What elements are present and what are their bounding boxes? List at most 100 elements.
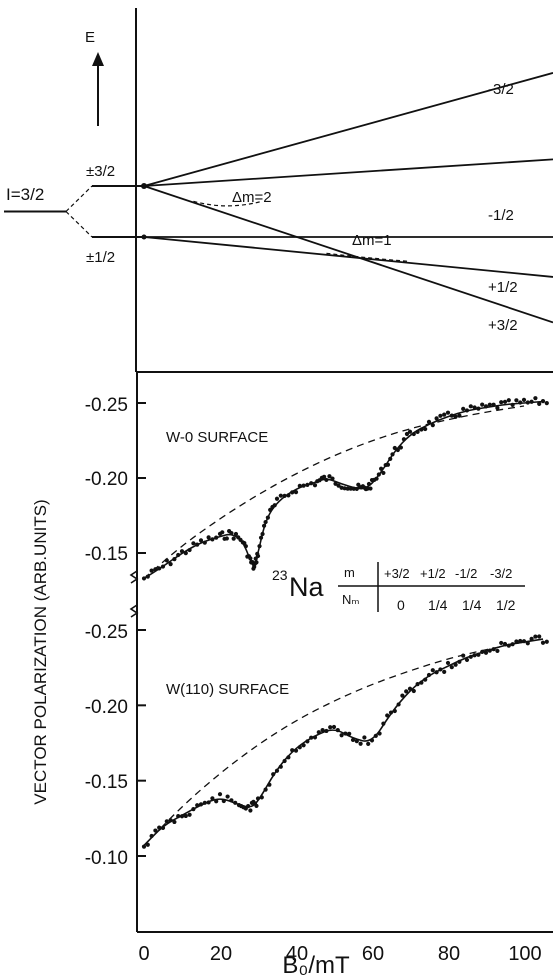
panel-w0-data-point <box>379 466 384 471</box>
panel-w110-data-point <box>438 667 443 672</box>
panel-w0-data-point <box>309 481 314 486</box>
panel-w0-data-point <box>342 486 347 491</box>
panel-w0-data-point <box>145 574 150 579</box>
panel-w0-data-point <box>198 538 204 543</box>
panel-w0-data-point <box>290 490 295 495</box>
panel-w0-data-point <box>518 400 523 405</box>
panel-w110-data-point <box>160 825 166 831</box>
panel-w110-data-point <box>297 745 302 750</box>
panel-w0-data-point <box>510 402 515 407</box>
panel-w110-data-point <box>423 677 428 682</box>
panel-w0-data-point <box>336 483 341 488</box>
panel-w110-data-point <box>426 672 432 678</box>
panel-w110-data-point <box>195 803 200 808</box>
level-node-lower <box>141 234 147 240</box>
panel-w110-data-point <box>445 660 451 666</box>
panel-w0-data-point <box>260 531 265 537</box>
panel-w0-data-point <box>345 486 350 491</box>
panel-w0-data-point <box>392 445 397 451</box>
panel-w0-data-point <box>263 519 268 525</box>
panel-w110-data-point <box>248 808 253 813</box>
panel-w0-data-point <box>521 397 527 402</box>
panel-w0-data-point <box>157 566 162 571</box>
panel-w110-data-point <box>141 844 147 849</box>
series-label-m-1-2: -1/2 <box>488 207 514 224</box>
panel-w110-data-point <box>198 802 204 807</box>
panel-w110-data-point <box>415 682 420 687</box>
panel-w110-data-point <box>369 738 375 743</box>
state-label: I=3/2 <box>6 185 44 204</box>
m-value-m1-2: -1/2 <box>455 566 477 581</box>
panel-w110-data-point <box>172 819 177 825</box>
level-label-lower: ±1/2 <box>86 249 115 266</box>
panel-w110-data-point <box>347 731 352 736</box>
panel-w110-data-point <box>263 787 268 792</box>
panel-w110-data-point <box>335 728 340 733</box>
panel-w0-data-point <box>442 412 447 417</box>
panel-w110-data-point <box>373 733 378 738</box>
panel-w0-data-point <box>395 447 400 453</box>
panel-w0-data-point <box>525 400 530 405</box>
panel-w110-data-point <box>176 814 181 819</box>
panel-w0-data-point <box>480 402 485 407</box>
panel-w110-data-point <box>480 649 485 654</box>
panel-w0-data-point <box>438 413 443 418</box>
xtick-0: 0 <box>138 943 149 965</box>
panel-w110-data-point <box>487 648 492 653</box>
panel-w0-data-point <box>376 472 381 477</box>
panel-w0-data-point <box>388 456 393 461</box>
panel-w0-data-point <box>457 413 462 418</box>
panel-w110-data-point <box>305 739 310 744</box>
panel-w0-data-point <box>407 429 413 434</box>
panel-w0-data-point <box>449 413 454 418</box>
panel-w110-data-point <box>221 798 226 804</box>
panel-w0-data-point <box>305 482 310 487</box>
panel-w0-data-point <box>293 490 299 495</box>
panel-w0-data-point <box>282 493 287 498</box>
panel-w0-data-point <box>195 542 200 547</box>
panel-w0-data-point <box>426 419 432 424</box>
xtick-40: 40 <box>286 943 308 965</box>
series-label-p-3-2: +3/2 <box>488 317 518 334</box>
panel-w0-data-point <box>461 406 466 411</box>
panel-w0-data-point <box>495 405 500 411</box>
panel-w110-data-point <box>290 748 295 753</box>
series-label-p-1-2: +1/2 <box>488 279 518 296</box>
energy-line-3 <box>143 185 553 324</box>
panel-w0-data-point <box>261 523 267 528</box>
panel-w110-data-point <box>396 702 401 707</box>
row-header-m: m <box>344 565 355 580</box>
panel-w110-data-point <box>404 689 409 694</box>
panel-w110-data-point <box>411 688 416 694</box>
isotope-mass: 23 <box>272 567 288 583</box>
panel-w110-data-point <box>145 842 150 847</box>
panel-w0-data-point <box>324 477 329 483</box>
panel-w110-data-point <box>255 796 261 801</box>
panel-w0-data-point <box>491 402 496 407</box>
panel-w110-curve-fit <box>143 638 544 847</box>
panel-w110-data-point <box>343 731 348 736</box>
panel-w0-data-point <box>187 547 192 553</box>
panel-w110-data-point <box>499 640 504 646</box>
panel-w110-data-point <box>202 800 207 805</box>
panel-w110-data-point <box>377 731 382 736</box>
energy-axis-label: E <box>85 29 95 46</box>
panel-w0-data-point <box>348 486 353 491</box>
panel-w110-data-point <box>434 670 439 675</box>
panel-w0-title: W-0 SURFACE <box>166 429 268 446</box>
panel-w110-data-point <box>157 825 162 830</box>
level-node-upper <box>141 183 147 189</box>
panel-w110-data-point <box>483 650 489 655</box>
panel-w0-data-point <box>529 399 534 404</box>
axis-break-lower <box>129 604 139 618</box>
axis-break-upper <box>129 570 139 584</box>
xtick-20: 20 <box>210 943 232 965</box>
ytick-w110-0: -0.25 <box>85 622 128 643</box>
xtick-60: 60 <box>362 943 384 965</box>
panel-w110-data-point <box>544 639 549 644</box>
crossing-label-dm1: Δm=1 <box>352 232 392 249</box>
panel-w110-data-point <box>358 741 363 746</box>
panel-w0-data-point <box>354 486 359 492</box>
panel-w0-data-point <box>274 496 280 501</box>
